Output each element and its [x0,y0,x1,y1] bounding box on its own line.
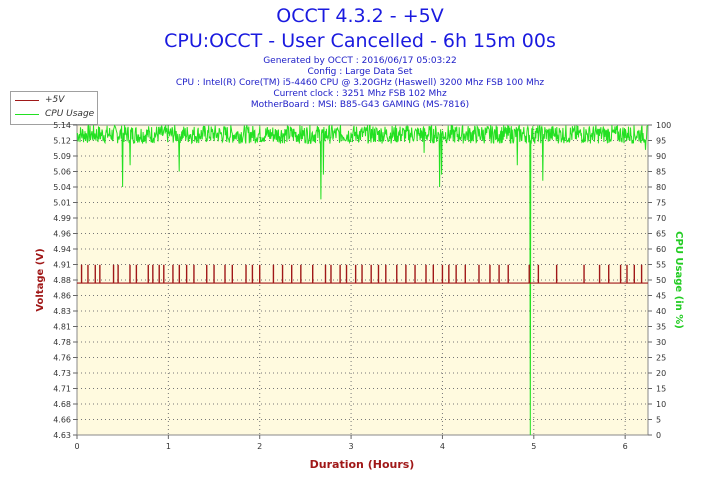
y2-tick-label: 90 [656,152,666,161]
y-axis-label: Voltage (V) [35,248,46,311]
legend-swatch-voltage [15,100,39,101]
info-cpu: CPU : Intel(R) Core(TM) i5-4460 CPU @ 3.… [175,78,545,88]
y-tick-label: 4.83 [53,307,71,316]
y-tick-label: 4.94 [53,245,71,254]
y2-tick-label: 35 [656,323,666,332]
y-tick-label: 4.99 [53,214,71,223]
axis-ticks: 0 1 2 3 4 5 64.634.664.684.714.734.764.784.814… [53,121,671,451]
y-tick-label: 4.78 [53,338,71,347]
y-tick-label: 4.96 [53,230,71,239]
y2-tick-label: 85 [656,168,666,177]
y2-tick-label: 10 [656,400,666,409]
y-tick-label: 4.88 [53,276,71,285]
y-tick-label: 5.14 [53,121,71,130]
y2-tick-label: 20 [656,369,666,378]
legend-item-voltage: +5V [15,94,95,106]
y-tick-label: 4.66 [53,416,71,425]
x-tick-label: 6 [623,442,628,451]
x-tick-label: 3 [349,442,354,451]
y2-tick-label: 15 [656,385,666,394]
y2-tick-label: 65 [656,230,666,239]
chart-subtitle: CPU:OCCT - User Cancelled - 6h 15m 00s [164,30,556,52]
y-tick-label: 5.12 [53,137,71,146]
y-tick-label: 5.09 [53,152,71,161]
info-generated: Generated by OCCT : 2016/06/17 05:03:22 [263,56,457,66]
y2-tick-label: 55 [656,261,666,270]
cpu-series [76,124,649,436]
y-tick-label: 4.81 [53,323,71,332]
x-tick-label: 2 [257,442,262,451]
y-tick-label: 4.71 [53,385,71,394]
y-tick-label: 4.73 [53,369,71,378]
info-motherboard: MotherBoard : MSI: B85-G43 GAMING (MS-78… [250,100,470,110]
y2-tick-label: 5 [656,416,661,425]
y-tick-label: 4.86 [53,292,71,301]
legend-swatch-cpu [15,114,39,115]
y2-tick-label: 25 [656,354,666,363]
y2-tick-label: 80 [656,183,666,192]
y2-tick-label: 100 [656,121,671,130]
x-tick-label: 1 [166,442,171,451]
y2-tick-label: 60 [656,245,666,254]
y2-tick-label: 45 [656,292,666,301]
cpu-usage-line [76,124,649,436]
y2-tick-label: 40 [656,307,666,316]
y2-axis-label: CPU Usage (in %) [673,231,684,329]
voltage-series [77,264,648,284]
y2-tick-label: 75 [656,199,666,208]
y-tick-label: 5.01 [53,199,71,208]
x-axis-label: Duration (Hours) [310,458,415,471]
y2-tick-label: 95 [656,137,666,146]
x-tick-label: 5 [531,442,536,451]
y-tick-label: 4.91 [53,261,71,270]
y2-tick-label: 30 [656,338,666,347]
legend-item-cpu: CPU Usage [15,108,95,120]
info-config: Config : Large Data Set [307,67,413,77]
y2-tick-label: 0 [656,431,661,440]
y-tick-label: 4.63 [53,431,71,440]
y-tick-label: 4.76 [53,354,71,363]
y-tick-label: 4.68 [53,400,71,409]
chart-legend: +5V CPU Usage [10,91,98,125]
y-tick-label: 5.06 [53,168,71,177]
info-clock: Current clock : 3251 Mhz FSB 102 Mhz [273,89,447,99]
legend-label-cpu: CPU Usage [45,109,95,119]
legend-label-voltage: +5V [45,95,65,105]
y-tick-label: 5.04 [53,183,71,192]
y2-tick-label: 70 [656,214,666,223]
x-tick-label: 0 [74,442,79,451]
y2-tick-label: 50 [656,276,666,285]
chart-title: OCCT 4.3.2 - +5V [276,5,444,27]
x-tick-label: 4 [440,442,445,451]
